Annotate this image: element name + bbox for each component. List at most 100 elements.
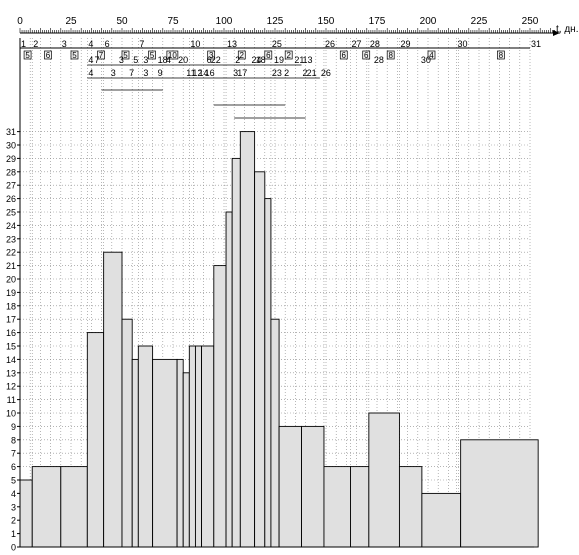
time-tick-label: 125 (267, 16, 284, 27)
histogram-bar (264, 198, 272, 548)
histogram-bar (19, 479, 33, 548)
event-number: 30 (458, 39, 468, 49)
y-tick-label: 27 (6, 181, 16, 191)
time-tick-label: 75 (167, 16, 179, 27)
network-label: 11 (186, 68, 195, 78)
y-tick-label: 3 (11, 502, 16, 512)
histogram-bar (225, 211, 233, 548)
network-label: 3 (143, 55, 148, 65)
time-tick-label: 0 (17, 16, 23, 27)
event-number: 6 (105, 39, 110, 49)
time-tick-label: 225 (471, 16, 488, 27)
time-tick-label: 25 (65, 16, 77, 27)
histogram-bar (323, 466, 351, 548)
event-number: 25 (272, 39, 282, 49)
network-label: 23 (272, 68, 282, 78)
duration-box-label: 6 (342, 51, 347, 60)
duration-box (121, 50, 130, 60)
network-label: 3 (233, 68, 238, 78)
y-tick-label: 6 (11, 462, 16, 472)
network-label: 22 (211, 55, 221, 65)
event-number: 28 (370, 39, 380, 49)
network-label: 2 (303, 68, 308, 78)
histogram-bar (121, 318, 133, 548)
y-tick-label: 10 (6, 409, 16, 419)
histogram-bar (194, 345, 203, 548)
duration-box-label: 4 (429, 51, 434, 60)
network-label: 4 (88, 68, 93, 78)
time-tick-label: 100 (216, 16, 233, 27)
y-tick-label: 18 (6, 301, 16, 311)
duration-box-label: 8 (388, 51, 393, 60)
network-label: 16 (205, 68, 215, 78)
network-label: 13 (303, 55, 313, 65)
network-label: 6 (207, 55, 212, 65)
duration-box (497, 50, 505, 60)
y-tick-label: 9 (11, 422, 16, 432)
time-tick-label: 250 (522, 16, 539, 27)
histogram-bar (301, 425, 325, 548)
network-label: 24 (252, 55, 262, 65)
duration-box (386, 50, 395, 60)
duration-box-label: 5 (123, 51, 128, 60)
y-tick-label: 28 (6, 167, 16, 177)
y-tick-label: 21 (6, 261, 16, 271)
duration-box (362, 50, 371, 60)
histogram-bar (398, 466, 423, 548)
histogram-bar (131, 358, 139, 548)
event-number: 13 (227, 39, 237, 49)
network-label: 7 (129, 68, 134, 78)
network-label: 21 (294, 55, 304, 65)
histogram-bar (231, 157, 241, 548)
y-tick-label: 12 (6, 382, 16, 392)
event-number: 1 (21, 39, 26, 49)
histogram-bar (86, 332, 105, 548)
duration-box-label: 5 (72, 51, 77, 60)
histogram-bar (278, 425, 302, 548)
network-label: 20 (178, 55, 188, 65)
histogram-bar (182, 372, 190, 548)
y-tick-label: 15 (6, 342, 16, 352)
duration-box-label: 5 (150, 51, 155, 60)
duration-box-label: 3 (209, 51, 214, 60)
y-tick-label: 31 (6, 127, 16, 137)
network-label: 28 (374, 55, 384, 65)
network-label: 12 (192, 68, 202, 78)
event-number: 10 (190, 39, 200, 49)
duration-box (97, 50, 105, 60)
duration-box (427, 50, 436, 60)
y-tick-label: 23 (6, 234, 16, 244)
network-label: 3 (143, 68, 148, 78)
events-row: 1 2 3 4 6 7 10 13 25 26 27 28 29 30 31 (20, 39, 541, 49)
network-label: 3 (111, 68, 116, 78)
duration-box (264, 50, 273, 60)
y-tick-label: 1 (11, 529, 16, 539)
histogram-bar (213, 265, 227, 548)
y-tick-label: 2 (11, 516, 16, 526)
y-tick-label: 14 (6, 355, 16, 365)
y-tick-label: 29 (6, 154, 16, 164)
time-tick-label: 150 (318, 16, 335, 27)
y-tick-label: 24 (6, 221, 16, 231)
duration-box (237, 50, 246, 60)
y-tick-label: 16 (6, 328, 16, 338)
histogram-bar (350, 466, 370, 548)
network-label: 21 (307, 68, 317, 78)
duration-box (148, 50, 156, 60)
time-axis-label: t, дн. (556, 24, 578, 35)
event-number: 7 (139, 39, 144, 49)
time-tick-label: 175 (369, 16, 386, 27)
duration-box-label: 5 (25, 51, 30, 60)
network-label: 4 (88, 55, 93, 65)
y-tick-label: 7 (11, 449, 16, 459)
histogram-bar (239, 131, 256, 548)
duration-box-label: 2 (240, 51, 245, 60)
event-number: 4 (88, 39, 93, 49)
duration-box (44, 50, 52, 60)
y-axis: 0123456789101112131415161718192021222324… (6, 38, 534, 553)
histogram-bar (188, 345, 196, 548)
network-label: 14 (198, 68, 208, 78)
network-label: 18 (256, 55, 266, 65)
network-label: 19 (274, 55, 284, 65)
